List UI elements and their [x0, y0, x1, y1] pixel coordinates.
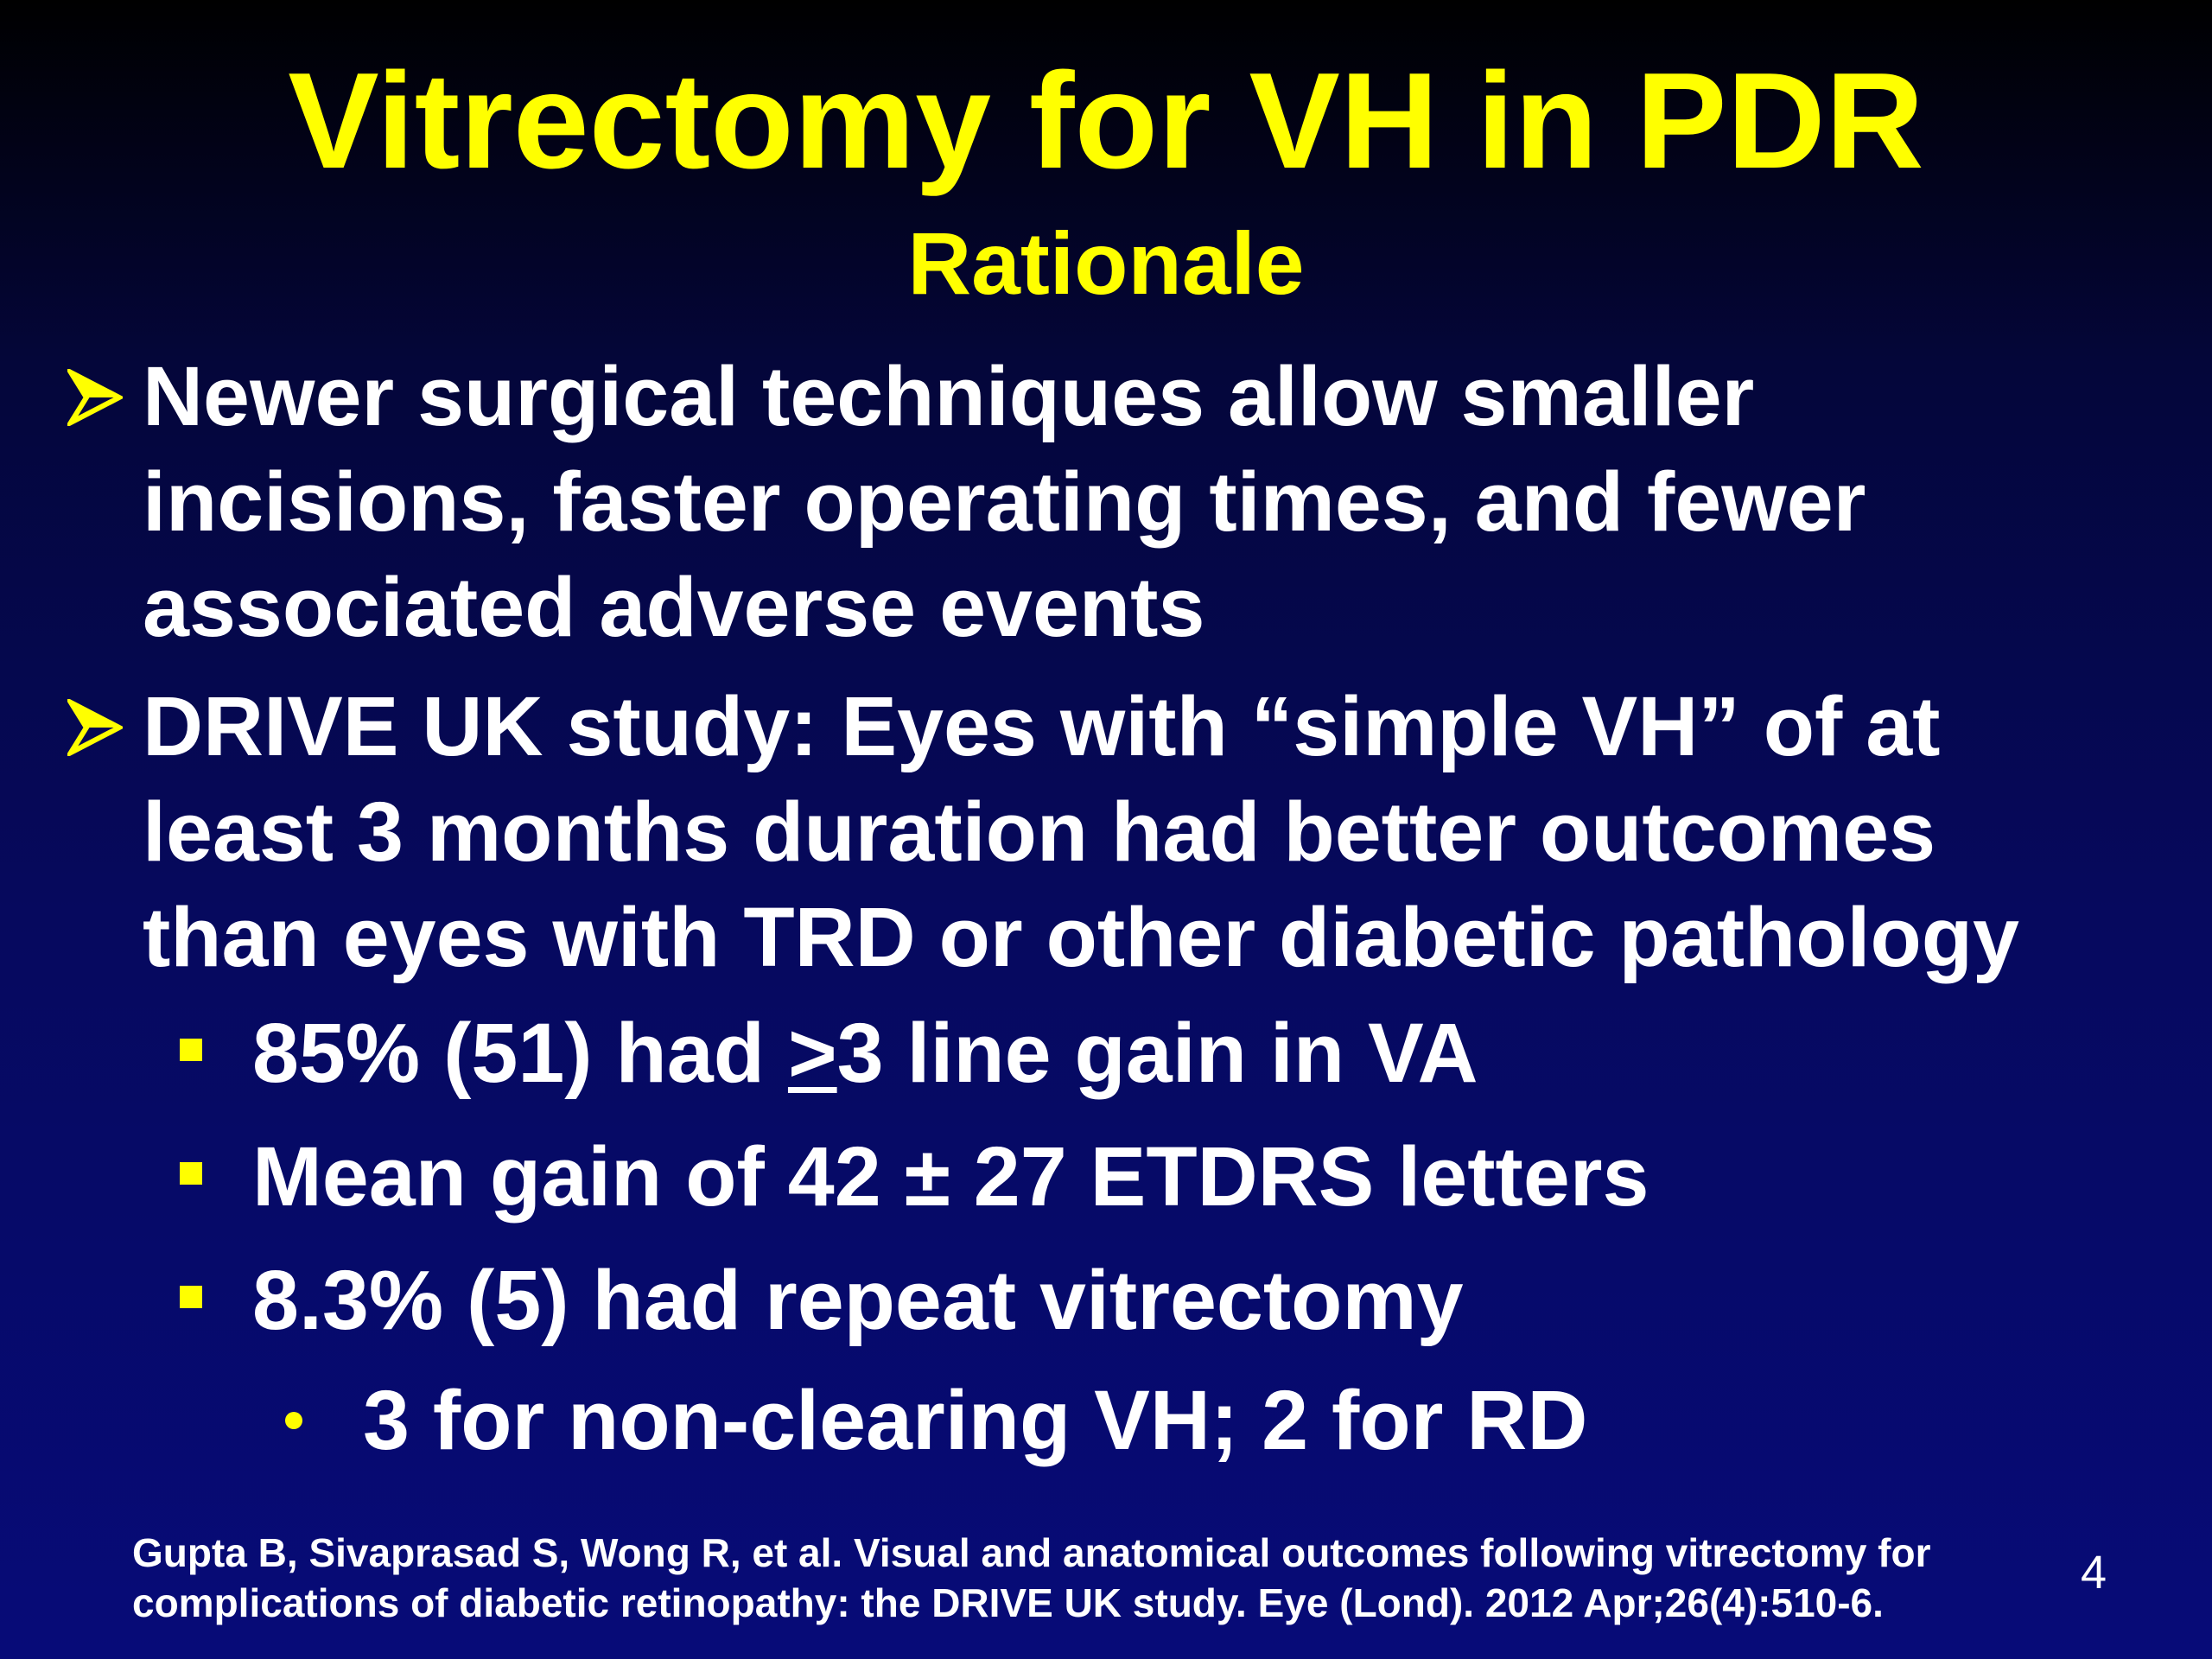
bullet-2-line-3: than eyes with TRD or other diabetic pat…	[143, 890, 2019, 984]
bullet-1-line-2: incisions, faster operating times, and f…	[143, 454, 1866, 549]
arrow-bullet-icon	[67, 699, 123, 756]
bullet-1-line-1: Newer surgical techniques allow smaller	[143, 349, 1755, 443]
bullet-2-line-2: least 3 months duration had better outco…	[143, 785, 1936, 879]
sub-bullet-2: Mean gain of 42 ± 27 ETDRS letters	[252, 1129, 1649, 1224]
citation-line-1: Gupta B, Sivaprasad S, Wong R, et al. Vi…	[132, 1530, 1931, 1575]
greater-equal-symbol: >	[787, 1006, 837, 1100]
sub-bullet-1: 85% (51) had >3 line gain in VA	[252, 1001, 1478, 1106]
square-bullet-icon	[180, 1162, 202, 1185]
slide-subtitle: Rationale	[907, 214, 1305, 313]
dot-bullet-icon	[285, 1412, 302, 1429]
bullet-2-text: DRIVE UK study: Eyes with “simple VH” of…	[143, 674, 2019, 990]
arrow-bullet-icon	[67, 369, 123, 426]
citation: Gupta B, Sivaprasad S, Wong R, et al. Vi…	[132, 1528, 1931, 1628]
sub-bullet-1-prefix: 85% (51) had	[252, 1006, 788, 1100]
citation-line-2: complications of diabetic retinopathy: t…	[132, 1580, 1884, 1625]
sub-bullet-3: 8.3% (5) had repeat vitrectomy	[252, 1253, 1464, 1347]
sub-bullet-1-suffix: 3 line gain in VA	[836, 1006, 1478, 1100]
bullet-1-line-3: associated adverse events	[143, 560, 1205, 654]
bullet-1-text: Newer surgical techniques allow smaller …	[143, 344, 1866, 660]
bullet-2-line-1: DRIVE UK study: Eyes with “simple VH” of…	[143, 679, 1941, 773]
page-number: 4	[2081, 1547, 2107, 1599]
square-bullet-icon	[180, 1039, 202, 1061]
sub-sub-bullet-1: 3 for non-clearing VH; 2 for RD	[363, 1373, 1588, 1467]
square-bullet-icon	[180, 1286, 202, 1308]
slide-title: Vitrectomy for VH in PDR	[288, 45, 1924, 197]
